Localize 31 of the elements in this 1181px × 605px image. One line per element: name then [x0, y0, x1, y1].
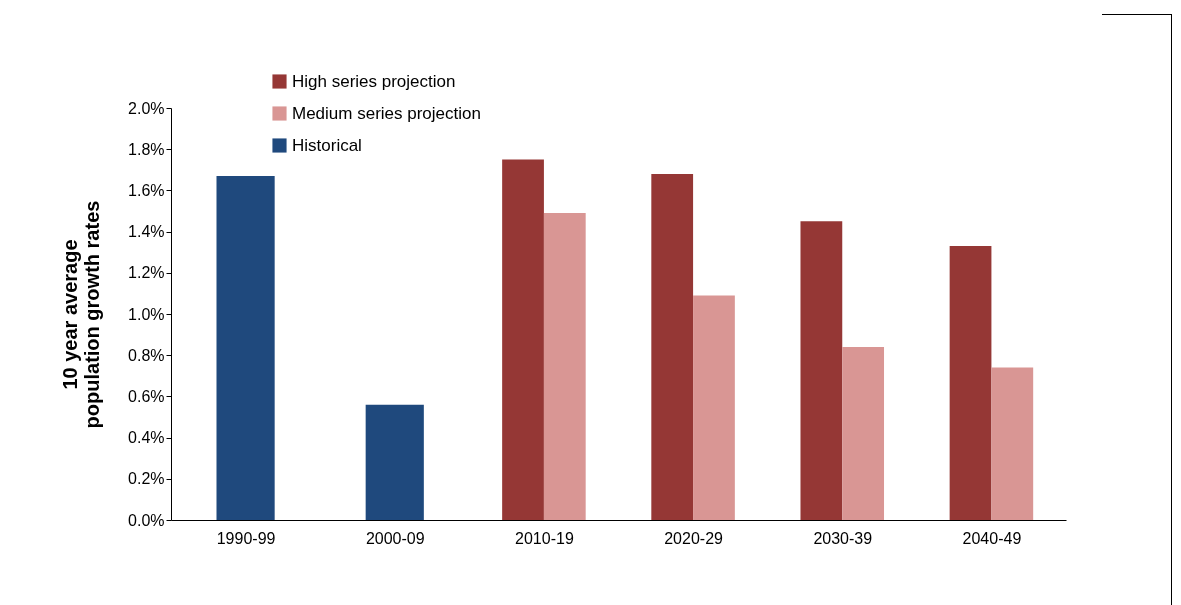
bar [216, 175, 275, 520]
x-tick-label: 2040-49 [962, 529, 1022, 547]
x-tick-label: 2030-39 [813, 529, 873, 547]
y-tick-label: 1.8% [128, 140, 165, 158]
y-tick-label: 0.2% [128, 470, 165, 488]
x-tick-label: 1990-99 [216, 529, 276, 547]
legend-label: Historical [292, 135, 362, 155]
bar [502, 159, 544, 520]
bar [365, 404, 424, 520]
y-tick-label: 1.0% [128, 305, 165, 323]
bar [693, 295, 735, 520]
y-tick-label: 0.0% [128, 511, 165, 529]
y-tick-label: 0.8% [128, 346, 165, 364]
x-tick-label: 2010-19 [515, 529, 574, 547]
bar [543, 213, 586, 520]
legend-label: High series projection [292, 71, 456, 91]
y-tick-label: 1.2% [128, 264, 165, 282]
bar [991, 367, 1034, 520]
bar [842, 346, 885, 520]
x-tick-label: 2020-29 [664, 529, 724, 547]
bar [800, 221, 843, 520]
bar [651, 173, 694, 520]
legend-label: Medium series projection [292, 103, 481, 123]
y-tick-label: 0.6% [128, 387, 165, 405]
y-tick-label: 1.6% [128, 181, 165, 199]
y-axis-title: 10 year average population growth rates [59, 200, 104, 429]
bar [949, 246, 992, 520]
y-tick-label: 0.4% [128, 429, 165, 447]
y-tick-label: 2.0% [128, 99, 165, 117]
x-tick-label: 2000-09 [365, 529, 425, 547]
y-tick-label: 1.4% [128, 223, 165, 241]
